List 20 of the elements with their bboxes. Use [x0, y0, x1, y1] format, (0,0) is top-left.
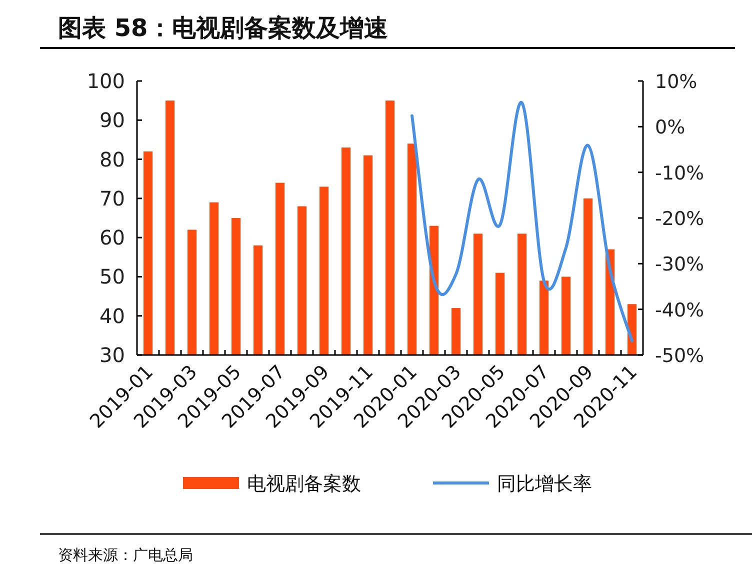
y2-tick-label: -30% [655, 254, 704, 276]
y-tick-label: 80 [100, 147, 125, 172]
y-tick-label: 30 [100, 343, 125, 367]
y-tick-label: 100 [86, 69, 125, 93]
y2-tick-label: -50% [655, 345, 704, 367]
legend-label: 同比增长率 [497, 473, 592, 495]
legend-label: 电视剧备案数 [247, 473, 361, 495]
y2-tick-label: -10% [655, 162, 704, 184]
y-tick-label: 70 [100, 186, 125, 210]
y2-tick-label: -20% [655, 208, 704, 230]
y2-tick-label: 10% [655, 71, 698, 93]
y2-tick-label: 0% [655, 116, 686, 139]
chart-title: 图表 58：电视剧备案数及增速 [58, 14, 388, 42]
line-series [410, 101, 634, 342]
y-tick-label: 90 [100, 108, 125, 132]
y-tick-label: 40 [100, 304, 125, 328]
text: 资料来源：广电总局 [58, 546, 193, 564]
y2-tick-label: -40% [655, 299, 704, 322]
y-tick-label: 50 [100, 264, 125, 289]
y-tick-label: 60 [100, 226, 125, 250]
